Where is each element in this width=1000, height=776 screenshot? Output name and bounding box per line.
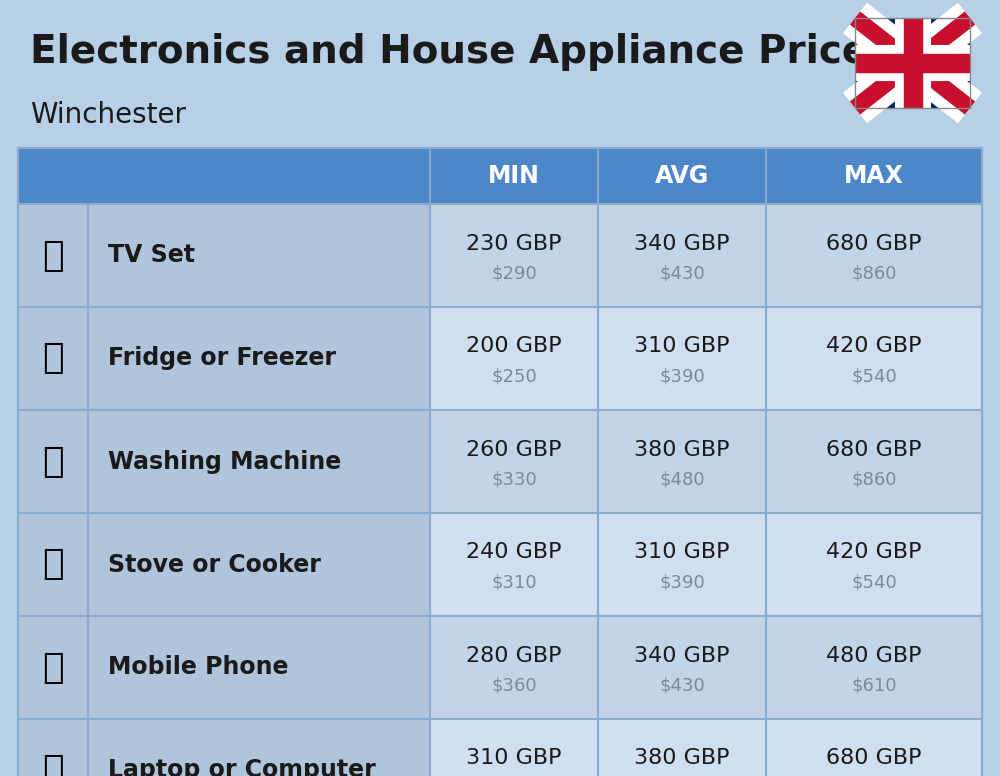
Bar [18,307,430,410]
Text: $250: $250 [491,368,537,386]
Text: 340 GBP: 340 GBP [634,234,730,254]
Text: Electronics and House Appliance Prices: Electronics and House Appliance Prices [30,33,891,71]
Text: $390: $390 [659,368,705,386]
Text: 🌀: 🌀 [42,445,64,479]
Text: $290: $290 [491,265,537,282]
Bar [18,148,982,204]
Text: 📱: 📱 [42,650,64,684]
Text: 380 GBP: 380 GBP [634,749,730,768]
Text: 310 GBP: 310 GBP [634,542,730,563]
Text: 420 GBP: 420 GBP [826,337,922,356]
Text: 340 GBP: 340 GBP [634,646,730,666]
Text: $480: $480 [659,470,705,489]
Text: Stove or Cooker: Stove or Cooker [108,553,321,577]
Text: $430: $430 [659,677,705,695]
Text: $540: $540 [851,368,897,386]
Bar [855,18,970,108]
Text: AVG: AVG [655,164,709,188]
Text: 420 GBP: 420 GBP [826,542,922,563]
Bar [18,616,982,719]
Text: 260 GBP: 260 GBP [466,439,562,459]
Bar [18,307,982,410]
Text: Laptop or Computer: Laptop or Computer [108,758,376,776]
Text: $330: $330 [491,470,537,489]
Text: $310: $310 [491,573,537,591]
Text: 380 GBP: 380 GBP [634,439,730,459]
Bar [18,410,982,513]
Text: $610: $610 [851,677,897,695]
Text: 310 GBP: 310 GBP [466,749,562,768]
Text: 🖥: 🖥 [42,238,64,272]
Bar [18,513,982,616]
Text: Fridge or Freezer: Fridge or Freezer [108,347,336,370]
Bar [18,148,982,776]
Text: MAX: MAX [844,164,904,188]
Text: 240 GBP: 240 GBP [466,542,562,563]
Text: $860: $860 [851,470,897,489]
Text: TV Set: TV Set [108,244,195,268]
Text: $360: $360 [491,677,537,695]
Bar [18,616,430,719]
Text: 310 GBP: 310 GBP [634,337,730,356]
Text: Washing Machine: Washing Machine [108,449,341,473]
Text: Mobile Phone: Mobile Phone [108,656,288,680]
Text: 680 GBP: 680 GBP [826,439,922,459]
Text: MIN: MIN [488,164,540,188]
Bar [18,204,430,307]
Text: 230 GBP: 230 GBP [466,234,562,254]
Bar [855,18,970,108]
Text: $540: $540 [851,573,897,591]
Bar [18,719,982,776]
Text: 🔥: 🔥 [42,548,64,581]
Bar [18,204,982,307]
Text: 480 GBP: 480 GBP [826,646,922,666]
Text: 280 GBP: 280 GBP [466,646,562,666]
Text: Winchester: Winchester [30,101,186,129]
Bar [18,410,430,513]
Text: $860: $860 [851,265,897,282]
Bar [18,719,430,776]
Text: 💻: 💻 [42,753,64,776]
Text: 🧊: 🧊 [42,341,64,376]
Text: 680 GBP: 680 GBP [826,234,922,254]
Text: 680 GBP: 680 GBP [826,749,922,768]
Text: $430: $430 [659,265,705,282]
Text: $390: $390 [659,573,705,591]
Bar [18,513,430,616]
Text: 200 GBP: 200 GBP [466,337,562,356]
